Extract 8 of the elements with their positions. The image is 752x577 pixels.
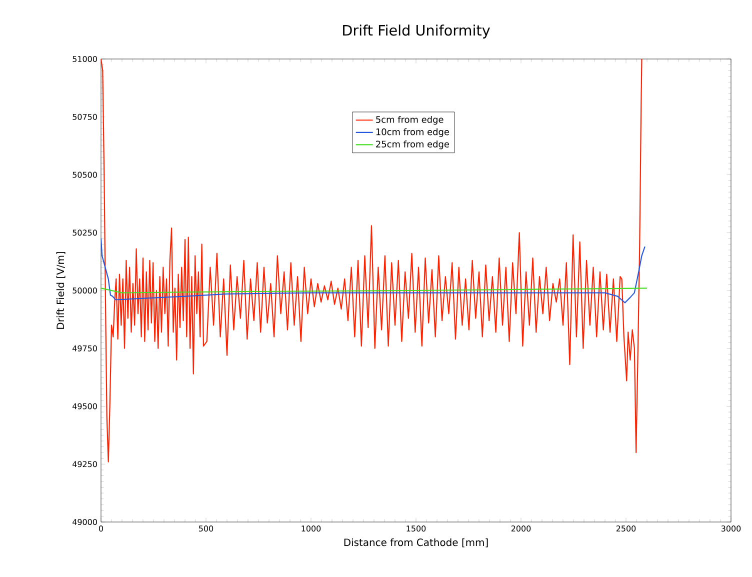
- chart-title: Drift Field Uniformity: [343, 24, 490, 38]
- line-series: [101, 238, 646, 304]
- legend-label: 10cm from edge: [376, 128, 449, 137]
- x-axis-title: Distance from Cathode [mm]: [344, 538, 488, 548]
- line-series: [101, 58, 642, 462]
- legend-label: 5cm from edge: [376, 116, 444, 125]
- y-axis-title: Drift Field [V/m]: [56, 252, 66, 329]
- legend-label: 25cm from edge: [376, 140, 449, 150]
